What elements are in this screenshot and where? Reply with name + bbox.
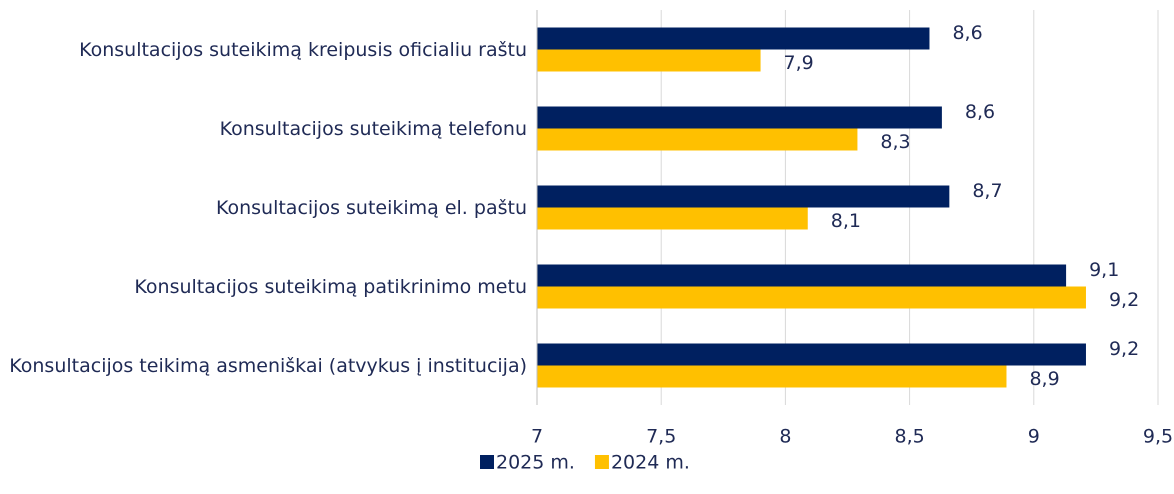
bar xyxy=(537,185,950,208)
legend-label: 2025 m. xyxy=(496,452,575,474)
x-tick-label: 8 xyxy=(779,426,791,448)
value-label: 8,9 xyxy=(1029,368,1059,390)
value-label: 8,7 xyxy=(972,180,1002,202)
legend-swatch xyxy=(594,455,609,469)
value-label: 8,3 xyxy=(880,131,910,153)
value-label: 8,6 xyxy=(965,101,995,123)
value-label: 9,2 xyxy=(1109,338,1139,360)
category-label: Konsultacijos suteikimą patikrinimo metu xyxy=(134,275,527,298)
bar xyxy=(537,365,1007,388)
x-tick-label: 9 xyxy=(1028,426,1040,448)
bar xyxy=(537,106,942,129)
category-label-box: Konsultacijos teikimą asmeniškai (atvyku… xyxy=(7,354,527,378)
x-tick-label: 7,5 xyxy=(646,426,676,448)
bar xyxy=(537,128,858,151)
x-tick-label: 7 xyxy=(531,426,543,448)
value-label: 8,1 xyxy=(831,210,861,232)
value-label: 7,9 xyxy=(784,52,814,74)
bar xyxy=(537,27,930,50)
category-label-box: Konsultacijos suteikimą el. paštu xyxy=(7,196,527,220)
bar xyxy=(537,343,1086,366)
legend-label: 2024 m. xyxy=(611,452,690,474)
category-label-box: Konsultacijos suteikimą kreipusis oficia… xyxy=(7,38,527,62)
category-label: Konsultacijos suteikimą el. paštu xyxy=(215,196,527,219)
value-label: 9,1 xyxy=(1089,259,1119,281)
bar xyxy=(537,286,1086,309)
category-label: Konsultacijos suteikimą kreipusis oficia… xyxy=(79,38,527,61)
category-label: Konsultacijos teikimą asmeniškai (atvyku… xyxy=(9,354,527,377)
x-tick-label: 8,5 xyxy=(894,426,924,448)
value-label: 9,2 xyxy=(1109,289,1139,311)
category-label: Konsultacijos suteikimą telefonu xyxy=(219,117,527,140)
bar xyxy=(537,264,1067,287)
legend-swatch xyxy=(480,455,494,469)
x-tick-label: 9,5 xyxy=(1143,426,1173,448)
bar xyxy=(537,207,808,230)
value-label: 8,6 xyxy=(952,22,982,44)
category-label-box: Konsultacijos suteikimą telefonu xyxy=(7,117,527,141)
bar xyxy=(537,49,761,72)
category-label-box: Konsultacijos suteikimą patikrinimo metu xyxy=(7,275,527,299)
